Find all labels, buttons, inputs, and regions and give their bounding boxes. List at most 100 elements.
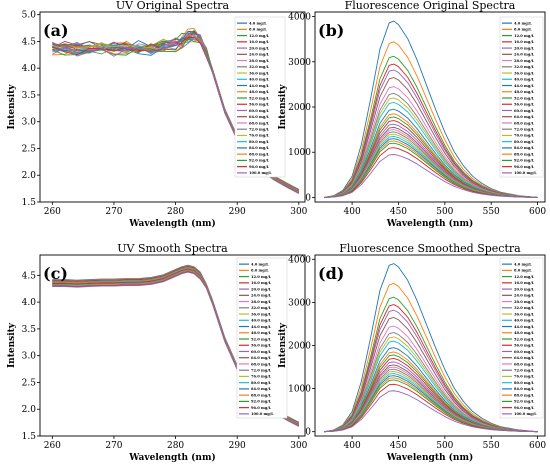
- legend-box: [236, 257, 288, 419]
- legend-entry: 92.0 mg/L: [514, 400, 535, 404]
- legend-entry: 96.0 mg/L: [514, 165, 535, 169]
- x-axis-label: Wavelength (nm): [386, 452, 474, 463]
- legend-entry: 32.0 mg/L: [249, 65, 270, 69]
- legend-entry: 100.0 mg/L: [249, 171, 272, 175]
- panel-label: (c): [43, 264, 68, 283]
- legend-entry: 8.0 mg/L: [514, 269, 532, 273]
- y-tick-label: 2.5: [22, 144, 37, 154]
- panel-label: (b): [318, 21, 344, 40]
- legend-entry: 88.0 mg/L: [514, 152, 535, 156]
- legend-entry: 100.0 mg/L: [514, 171, 537, 175]
- x-tick-label: 500: [436, 441, 453, 451]
- y-tick-label: 4.0: [22, 298, 37, 308]
- legend-entry: 76.0 mg/L: [514, 375, 535, 379]
- legend-entry: 52.0 mg/L: [251, 337, 272, 341]
- legend-entry: 68.0 mg/L: [249, 121, 270, 125]
- legend-entry: 20.0 mg/L: [251, 287, 272, 291]
- legend-entry: 56.0 mg/L: [514, 103, 535, 107]
- legend-entry: 32.0 mg/L: [514, 65, 535, 69]
- y-tick-label: 4000: [288, 255, 311, 265]
- legend-entry: 60.0 mg/L: [514, 109, 535, 113]
- y-tick-label: 2.0: [22, 171, 37, 181]
- legend-entry: 40.0 mg/L: [249, 78, 270, 82]
- legend-entry: 16.0 mg/L: [514, 40, 535, 44]
- y-axis-label: Intensity: [278, 322, 288, 368]
- x-tick-label: 280: [167, 441, 184, 451]
- y-tick-label: 3.5: [22, 91, 37, 101]
- axes-frame: [39, 11, 306, 203]
- legend-entry: 44.0 mg/L: [514, 84, 535, 88]
- axes-frame: [39, 254, 306, 437]
- legend-entry: 40.0 mg/L: [514, 78, 535, 82]
- legend-entry: 4.0 mg/L: [514, 262, 532, 266]
- x-tick-label: 400: [344, 441, 361, 451]
- legend-entry: 8.0 mg/L: [249, 28, 267, 32]
- y-tick-label: 3.5: [22, 325, 37, 335]
- legend-entry: 4.0 mg/L: [251, 262, 269, 266]
- y-axis-label: Intensity: [7, 322, 17, 368]
- x-tick-label: 280: [167, 207, 184, 217]
- legend-entry: 72.0 mg/L: [249, 128, 270, 132]
- legend-entry: 20.0 mg/L: [249, 46, 270, 50]
- legend-entry: 48.0 mg/L: [514, 90, 535, 94]
- legend-entry: 60.0 mg/L: [251, 350, 272, 354]
- x-tick-label: 270: [105, 207, 122, 217]
- series-line-0: [324, 20, 538, 198]
- y-tick-label: 4.0: [22, 64, 37, 74]
- legend-entry: 44.0 mg/L: [251, 325, 272, 329]
- legend-entry: 20.0 mg/L: [514, 287, 535, 291]
- legend-entry: 68.0 mg/L: [514, 362, 535, 366]
- legend-entry: 12.0 mg/L: [514, 34, 535, 38]
- y-tick-label: 3000: [288, 58, 311, 68]
- y-tick-label: 1000: [288, 148, 311, 158]
- legend: 4.0 mg/L 8.0 mg/L 12.0 mg/L 16.0 mg/L 20.0 m…: [234, 16, 286, 178]
- y-tick-label: 2000: [288, 103, 311, 113]
- legend-entry: 24.0 mg/L: [249, 53, 270, 57]
- x-tick-label: 290: [229, 441, 246, 451]
- panel-label: (d): [318, 264, 344, 283]
- y-tick-label: 4.5: [22, 37, 37, 47]
- legend-entry: 48.0 mg/L: [251, 331, 272, 335]
- legend-entry: 92.0 mg/L: [514, 159, 535, 163]
- legend-entry: 100.0 mg/L: [514, 412, 537, 416]
- legend-entry: 92.0 mg/L: [251, 400, 272, 404]
- chart-panel-3: Fluorescence Smoothed Spectra 400 450 500 55…: [278, 242, 546, 463]
- legend: 4.0 mg/L 8.0 mg/L 12.0 mg/L 16.0 mg/L 20.0 m…: [499, 257, 544, 419]
- series-line-24: [324, 154, 538, 198]
- y-axis-label: Intensity: [278, 84, 288, 130]
- legend: 4.0 mg/L 8.0 mg/L 12.0 mg/L 16.0 mg/L 20.0 m…: [236, 257, 288, 419]
- legend-entry: 36.0 mg/L: [251, 312, 272, 316]
- legend-entry: 56.0 mg/L: [249, 103, 270, 107]
- chart-title: Fluorescence Original Spectra: [345, 0, 516, 12]
- x-tick-label: 550: [483, 441, 500, 451]
- legend-entry: 80.0 mg/L: [514, 381, 535, 385]
- y-tick-label: 5.0: [22, 11, 37, 21]
- legend-entry: 40.0 mg/L: [251, 319, 272, 323]
- legend-entry: 72.0 mg/L: [251, 369, 272, 373]
- legend-entry: 20.0 mg/L: [514, 46, 535, 50]
- legend-entry: 76.0 mg/L: [251, 375, 272, 379]
- legend-entry: 28.0 mg/L: [514, 300, 535, 304]
- legend-entry: 72.0 mg/L: [514, 369, 535, 373]
- y-tick-label: 0: [305, 193, 311, 203]
- legend-entry: 16.0 mg/L: [251, 281, 272, 285]
- legend-entry: 28.0 mg/L: [249, 59, 270, 63]
- legend-entry: 32.0 mg/L: [514, 306, 535, 310]
- legend-entry: 60.0 mg/L: [514, 350, 535, 354]
- series-line-0: [324, 263, 538, 433]
- legend-entry: 80.0 mg/L: [251, 381, 272, 385]
- legend-entry: 40.0 mg/L: [514, 319, 535, 323]
- y-tick-label: 3.0: [22, 118, 37, 128]
- legend-entry: 16.0 mg/L: [514, 281, 535, 285]
- x-axis-label: Wavelength (nm): [128, 218, 216, 229]
- legend-entry: 80.0 mg/L: [249, 140, 270, 144]
- y-tick-label: 1000: [288, 385, 311, 395]
- x-tick-label: 260: [44, 441, 61, 451]
- legend-entry: 96.0 mg/L: [514, 406, 535, 410]
- legend-entry: 88.0 mg/L: [251, 393, 272, 397]
- legend-entry: 68.0 mg/L: [251, 362, 272, 366]
- legend-entry: 92.0 mg/L: [249, 159, 270, 163]
- series-line-24: [324, 390, 538, 433]
- y-tick-label: 4.5: [22, 271, 37, 281]
- x-tick-label: 600: [529, 207, 546, 217]
